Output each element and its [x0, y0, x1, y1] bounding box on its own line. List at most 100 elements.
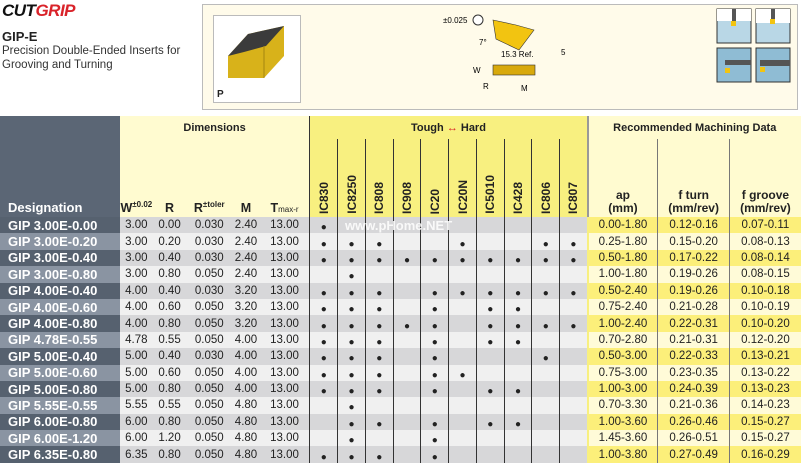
- grade-cell-ic808: ●: [364, 348, 394, 365]
- dimension-cell: 0.050: [186, 266, 233, 283]
- grade-cell-ic20n: [448, 397, 477, 414]
- machining-cell: 0.12-0.20: [728, 331, 801, 349]
- dimension-cell: 13.00: [259, 331, 310, 349]
- grade-cell-ic908: [392, 282, 421, 299]
- dimension-cell: 0.050: [186, 298, 233, 316]
- dimension-cell: 0.80: [152, 266, 187, 283]
- availability-dot-icon: ●: [431, 451, 438, 463]
- grade-cell-ic908: [392, 397, 421, 414]
- dimension-cell: 0.55: [152, 331, 187, 349]
- grade-cell-ic807: [559, 397, 588, 414]
- availability-dot-icon: ●: [542, 287, 549, 299]
- dimension-cell: 4.00: [119, 315, 153, 332]
- dimension-cell: 4.00: [232, 331, 260, 349]
- grade-cell-ic830: ●: [309, 364, 338, 381]
- dimension-cell: 2.40: [232, 266, 260, 283]
- grade-cell-ic20: [420, 397, 449, 414]
- availability-dot-icon: ●: [487, 254, 494, 266]
- machining-cell: 0.25-1.80: [586, 233, 658, 250]
- grade-cell-ic20n: [448, 217, 477, 234]
- insert-photo: P: [213, 15, 301, 103]
- grade-cell-ic806: [531, 364, 560, 381]
- dimension-cell: 0.80: [152, 315, 187, 332]
- dimension-cell: 13.00: [259, 249, 310, 267]
- grade-cell-ic807: ●: [559, 233, 588, 250]
- figure-panel: P ±0.025 7° 15.3 Ref. 5 W R M: [202, 4, 798, 110]
- grade-col-header: IC807: [559, 139, 588, 217]
- machining-cell: 0.24-0.39: [657, 380, 730, 398]
- grade-cell-ic830: ●: [309, 380, 338, 398]
- grade-cell-ic20: ●: [420, 413, 449, 431]
- machining-cell: 0.15-0.27: [728, 413, 801, 431]
- machining-col-label: f groove: [741, 188, 790, 202]
- machining-cell: 0.13-0.23: [728, 380, 801, 398]
- grade-cell-ic806: [531, 430, 560, 447]
- tough-label: Tough: [410, 121, 444, 134]
- grade-cell-ic428: ●: [503, 298, 532, 316]
- machining-cell: 0.10-0.20: [728, 315, 801, 332]
- grade-cell-ic830: [309, 430, 338, 447]
- availability-dot-icon: ●: [431, 435, 438, 447]
- grade-cell-ic20: ●: [420, 430, 449, 447]
- availability-dot-icon: ●: [348, 451, 355, 463]
- machining-cell: 0.10-0.18: [728, 282, 801, 299]
- dimension-cell: 13.00: [259, 217, 310, 234]
- dimension-cell: 13.00: [259, 282, 310, 299]
- dimension-cell: 0.20: [152, 233, 187, 250]
- dimension-cell: 0.80: [152, 446, 187, 463]
- grade-cell-ic20: ●: [420, 282, 449, 299]
- dimensions-header: Dimensions: [119, 116, 310, 139]
- tolerance-label: ±0.025: [443, 16, 468, 25]
- availability-dot-icon: ●: [515, 287, 522, 299]
- designation-cell: GIP 4.00E-0.60: [0, 298, 120, 316]
- grade-col-header: IC428: [503, 139, 532, 217]
- table-row: GIP 3.00E-0.80 3.00 0.80 0.050 2.40 13.00 ● 1.0…: [0, 266, 801, 283]
- dimension-cell: 6.35: [119, 446, 153, 463]
- availability-dot-icon: ●: [348, 386, 355, 398]
- grade-cell-ic908: [392, 298, 421, 316]
- availability-dot-icon: ●: [487, 386, 494, 398]
- grade-cell-ic8250: ●: [337, 397, 366, 414]
- grade-cell-ic428: [503, 348, 532, 365]
- dimension-cell: 6.00: [119, 413, 153, 431]
- designation-cell: GIP 6.00E-1.20: [0, 430, 120, 447]
- watermark: www.pHome.NET: [345, 218, 453, 233]
- dim-col-label: R: [165, 201, 175, 215]
- machining-cell: 0.22-0.31: [657, 315, 730, 332]
- dimension-cell: 3.00: [119, 233, 153, 250]
- grade-label: IC5010: [483, 175, 498, 214]
- dim-col-header: R: [152, 139, 187, 217]
- availability-dot-icon: ●: [376, 304, 383, 316]
- grade-cell-ic20: ●: [420, 298, 449, 316]
- availability-dot-icon: ●: [542, 353, 549, 365]
- machining-col-label: f turn: [678, 188, 709, 202]
- availability-dot-icon: ●: [431, 304, 438, 316]
- grade-col-header: IC808: [364, 139, 394, 217]
- grade-cell-ic428: ●: [503, 331, 532, 349]
- table-row: GIP 4.78E-0.55 4.78 0.55 0.050 4.00 13.00 ● ● ● ●…: [0, 331, 801, 349]
- grade-cell-ic8250: ●: [337, 249, 366, 267]
- machining-cell: 0.19-0.26: [657, 282, 730, 299]
- dimension-cell: 4.80: [232, 397, 260, 414]
- grade-cell-ic20: ●: [420, 249, 449, 267]
- dimension-cell: 0.55: [152, 397, 187, 414]
- grade-label: IC830: [316, 181, 331, 214]
- dimension-cell: 0.050: [186, 430, 233, 447]
- machining-cell: 1.00-3.00: [586, 380, 658, 398]
- grade-cell-ic5010: ●: [475, 315, 505, 332]
- machining-cell: 0.15-0.27: [728, 430, 801, 447]
- grade-cell-ic8250: ●: [337, 233, 366, 250]
- dimension-cell: 0.00: [152, 217, 187, 234]
- designation-cell: GIP 5.00E-0.40: [0, 348, 120, 365]
- grade-cell-ic830: ●: [309, 217, 338, 234]
- dimension-cell: 4.00: [119, 282, 153, 299]
- grade-cell-ic830: ●: [309, 331, 338, 349]
- grade-col-header: IC806: [531, 139, 560, 217]
- grade-label: IC908: [400, 181, 415, 214]
- machining-cell: 0.21-0.31: [657, 331, 730, 349]
- grade-cell-ic806: [531, 217, 560, 234]
- availability-dot-icon: ●: [348, 402, 355, 414]
- grade-cell-ic20n: [448, 430, 477, 447]
- grade-cell-ic830: ●: [309, 446, 338, 463]
- availability-dot-icon: ●: [320, 369, 327, 381]
